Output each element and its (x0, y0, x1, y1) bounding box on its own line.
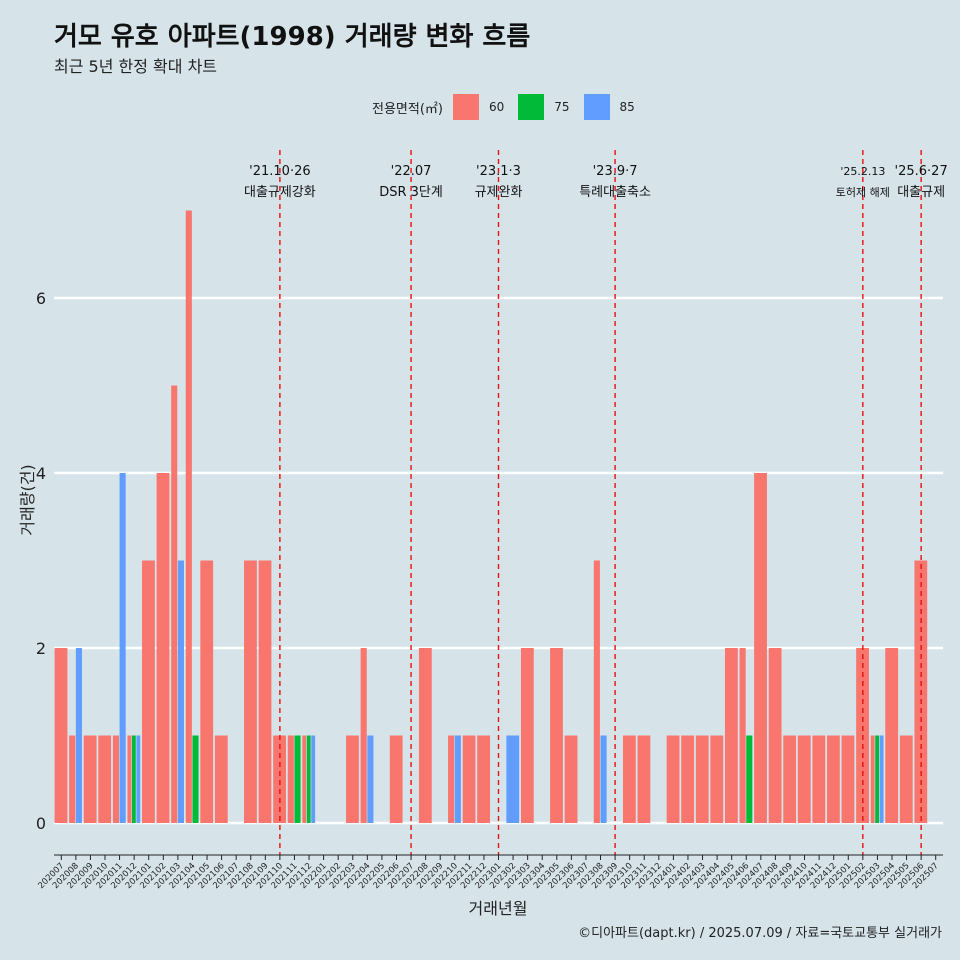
bar-202103-85 (177, 560, 184, 823)
y-tick-label: 2 (36, 639, 46, 658)
event-label-0: 대출규제강화 (244, 185, 316, 200)
chart-title: 거모 유호 아파트(1998) 거래량 변화 흐름 (54, 22, 531, 52)
bar-202106-60 (214, 735, 228, 823)
bar-202503-60 (870, 735, 875, 823)
caption: ©디아파트(dapt.kr) / 2025.07.09 / 자료=국토교통부 실… (578, 926, 942, 941)
bar-202504-60 (885, 648, 899, 823)
bar-202110-60 (273, 735, 286, 823)
bar-202310-60 (622, 735, 636, 823)
bar-202204-60 (360, 648, 367, 823)
bar-202402-60 (681, 735, 695, 823)
event-label-1: DSR 3단계 (379, 185, 443, 200)
legend-key-75 (518, 94, 545, 120)
bar-202101-60 (142, 560, 155, 823)
bar-202409-60 (783, 735, 797, 823)
event-date-3: '23.9·7 (593, 164, 638, 179)
event-lines (279, 150, 922, 855)
bar-202008-85 (75, 648, 82, 823)
x-axis-label: 거래년월 (469, 899, 528, 918)
y-tick-label: 6 (36, 289, 46, 308)
bar-202109-60 (258, 560, 272, 823)
bar-202009-60 (83, 735, 97, 823)
bar-202112-75 (306, 735, 311, 823)
bar-202411-60 (812, 735, 826, 823)
bar-202103-60 (171, 385, 178, 823)
bar-202211-60 (462, 735, 476, 823)
bar-202012-75 (131, 735, 136, 823)
bar-202404-60 (710, 735, 724, 823)
bar-202011-60 (112, 735, 119, 823)
bar-202112-60 (302, 735, 307, 823)
bar-202408-60 (768, 648, 782, 823)
bar-202104-75 (192, 735, 199, 823)
event-date-4: '25.2.13 (840, 165, 885, 178)
event-annotations: '21.10·26 대출규제강화 '22.07 DSR 3단계 '23.1·3 규제완화 '… (244, 164, 948, 200)
bar-202403-60 (695, 735, 709, 823)
x-axis: 2020072020082020092020102020112020122021… (36, 854, 943, 891)
bar-202203-60 (346, 735, 359, 823)
event-date-0: '21.10·26 (249, 164, 310, 179)
y-axis-label: 거래량(건) (18, 464, 37, 535)
chart-subtitle: 최근 5년 한정 확대 차트 (54, 57, 218, 76)
y-axis: 0 2 4 6 (36, 289, 46, 833)
bar-202012-85 (136, 735, 141, 823)
event-label-2: 규제완화 (475, 185, 523, 200)
legend: 전용면적(㎡) 60 75 85 (372, 94, 649, 120)
bar-202501-60 (841, 735, 855, 823)
y-tick-label: 0 (36, 814, 46, 833)
bar-202112-85 (311, 735, 316, 823)
legend-key-85 (583, 94, 610, 120)
legend-title: 전용면적(㎡) (372, 101, 443, 117)
bar-202105-60 (200, 560, 214, 823)
bar-202210-60 (448, 735, 455, 823)
bar-202308-85 (600, 735, 607, 823)
bar-202311-60 (637, 735, 651, 823)
legend-key-60 (452, 94, 479, 120)
bar-202412-60 (826, 735, 840, 823)
bars (54, 210, 928, 823)
bar-202305-60 (550, 648, 563, 823)
event-label-3: 특례대출축소 (579, 185, 651, 200)
bar-202104-60 (185, 210, 192, 823)
bar-202111-75 (294, 735, 301, 823)
event-date-1: '22.07 (391, 164, 432, 179)
bar-202503-75 (875, 735, 880, 823)
legend-label-75: 75 (554, 100, 570, 114)
bar-202407-60 (754, 473, 767, 823)
bar-202011-85 (119, 473, 126, 823)
bar-202401-60 (666, 735, 680, 823)
bar-202007-60 (54, 648, 68, 823)
bar-202406-60 (739, 648, 746, 823)
event-label-4: 토허제 해제 (836, 185, 890, 199)
bar-202204-85 (367, 735, 374, 823)
bar-202308-60 (593, 560, 600, 823)
bar-202010-60 (98, 735, 112, 823)
bar-202303-60 (520, 648, 534, 823)
bar-202008-60 (69, 735, 76, 823)
bar-202102-60 (156, 473, 170, 823)
bar-202206-60 (389, 735, 403, 823)
legend-label-60: 60 (488, 100, 505, 114)
bar-202212-60 (477, 735, 491, 823)
event-label-5: 대출규제 (897, 185, 945, 200)
bar-202503-85 (879, 735, 884, 823)
bar-202302-85 (506, 735, 520, 823)
bar-202208-60 (418, 648, 432, 823)
bar-202111-60 (287, 735, 294, 823)
bar-202210-85 (454, 735, 461, 823)
event-date-5: '25.6·27 (895, 164, 948, 179)
bar-202405-60 (724, 648, 738, 823)
bar-202406-75 (746, 735, 753, 823)
event-date-2: '23.1·3 (476, 164, 521, 179)
bar-202108-60 (244, 560, 257, 823)
legend-label-85: 85 (619, 100, 635, 114)
bar-202505-60 (899, 735, 913, 823)
y-tick-label: 4 (36, 464, 46, 483)
bar-202306-60 (564, 735, 578, 823)
bar-202410-60 (797, 735, 811, 823)
bar-202012-60 (127, 735, 132, 823)
